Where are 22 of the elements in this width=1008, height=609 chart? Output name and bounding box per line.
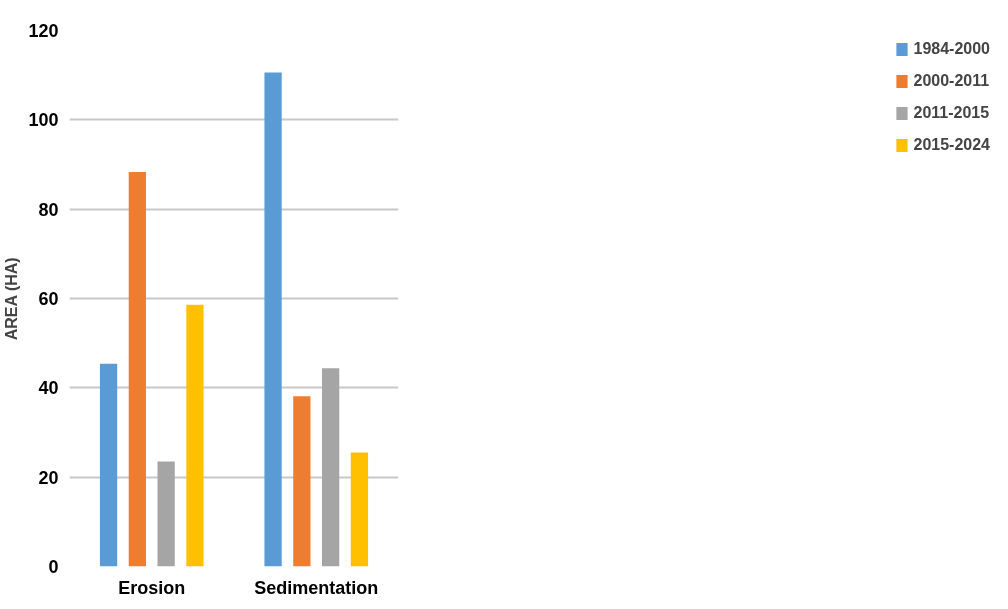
legend-label: 2015-2024 — [913, 136, 990, 154]
x-tick-label: Erosion — [118, 577, 186, 598]
bar — [293, 396, 311, 567]
y-tick-label: 20 — [38, 467, 59, 488]
bar — [350, 452, 369, 567]
bar — [128, 172, 146, 567]
legend-label: 2011-2015 — [913, 104, 990, 122]
bar — [322, 368, 340, 567]
y-tick-label: 100 — [28, 110, 59, 131]
bar — [186, 304, 204, 567]
bar — [264, 72, 282, 567]
x-tick-label: Sedimentation — [254, 577, 379, 598]
y-tick-label: 120 — [28, 21, 59, 41]
y-axis-title: AREA (HA) — [3, 257, 21, 341]
legend-label: 2000-2011 — [913, 72, 990, 90]
bar — [157, 461, 175, 567]
bar — [99, 363, 118, 567]
y-tick-label: 0 — [48, 557, 59, 577]
y-tick-label: 60 — [38, 289, 59, 309]
y-tick-label: 40 — [38, 378, 59, 399]
y-tick-label: 80 — [38, 199, 59, 220]
legend-label: 1984-2000 — [913, 40, 990, 58]
